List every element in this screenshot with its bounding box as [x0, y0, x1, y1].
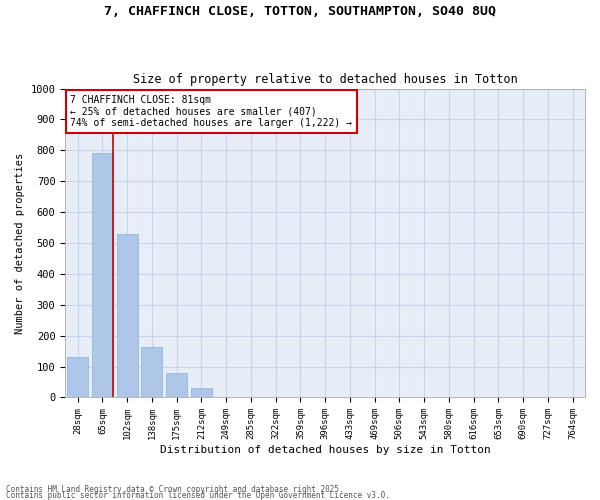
Bar	[142, 346, 163, 398]
Bar	[191, 388, 212, 398]
X-axis label: Distribution of detached houses by size in Totton: Distribution of detached houses by size …	[160, 445, 491, 455]
Y-axis label: Number of detached properties: Number of detached properties	[15, 152, 25, 334]
Bar	[166, 373, 187, 398]
Text: Contains public sector information licensed under the Open Government Licence v3: Contains public sector information licen…	[6, 490, 390, 500]
Bar	[92, 154, 113, 398]
Text: 7 CHAFFINCH CLOSE: 81sqm
← 25% of detached houses are smaller (407)
74% of semi-: 7 CHAFFINCH CLOSE: 81sqm ← 25% of detach…	[70, 94, 352, 128]
Title: Size of property relative to detached houses in Totton: Size of property relative to detached ho…	[133, 73, 518, 86]
Text: Contains HM Land Registry data © Crown copyright and database right 2025.: Contains HM Land Registry data © Crown c…	[6, 484, 344, 494]
Bar	[116, 234, 137, 398]
Bar	[67, 358, 88, 398]
Text: 7, CHAFFINCH CLOSE, TOTTON, SOUTHAMPTON, SO40 8UQ: 7, CHAFFINCH CLOSE, TOTTON, SOUTHAMPTON,…	[104, 5, 496, 18]
